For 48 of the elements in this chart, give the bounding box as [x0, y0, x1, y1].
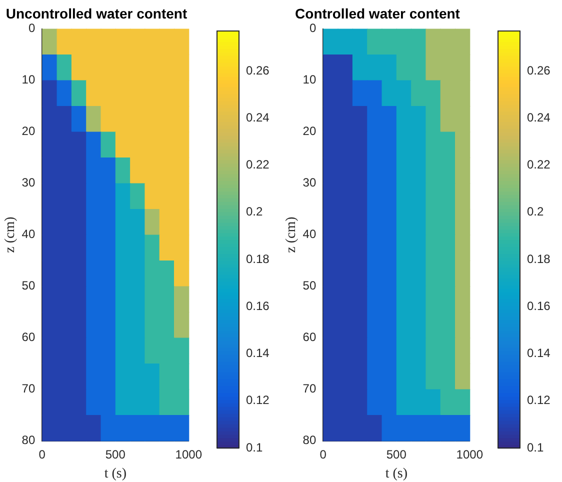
color-bar-label: 0.18 [246, 252, 270, 266]
y-axis-title: z (cm) [3, 216, 18, 253]
color-bar-label: 0.14 [246, 346, 270, 360]
color-bar-label: 0.14 [527, 346, 551, 360]
y-tick-label: 70 [302, 382, 316, 396]
y-tick-label: 80 [22, 433, 36, 448]
x-tick-label: 1000 [175, 447, 202, 462]
x-tick-label: 500 [386, 447, 407, 462]
color-bar-label: 0.16 [527, 298, 551, 313]
color-bar-label: 0.26 [527, 63, 551, 78]
y-tick-label: 40 [302, 227, 316, 242]
color-bar-label: 0.24 [527, 110, 551, 124]
y-tick-label: 60 [302, 330, 316, 344]
color-bar-label: 0.26 [246, 63, 270, 78]
y-tick-label: 20 [302, 124, 316, 138]
y-tick-label: 50 [302, 278, 316, 293]
color-bar-label: 0.1 [527, 440, 544, 454]
color-bar-label: 0.12 [527, 393, 551, 408]
y-tick-label: 20 [22, 124, 36, 138]
y-tick-label: 50 [22, 278, 36, 293]
color-bar-label: 0.22 [527, 158, 551, 172]
color-bar-label: 0.22 [246, 158, 270, 172]
x-tick-label: 0 [38, 447, 46, 462]
y-tick-label: 60 [22, 330, 36, 344]
color-bar-label: 0.2 [527, 204, 544, 219]
y-tick-label: 40 [22, 227, 36, 242]
y-tick-label: 10 [302, 72, 316, 87]
y-tick-label: 0 [309, 21, 316, 36]
color-bar-label: 0.1 [246, 440, 264, 454]
chart-title: Controlled water content [295, 5, 460, 22]
color-bar-label: 0.24 [246, 110, 270, 124]
y-tick-label: 10 [22, 72, 36, 87]
y-tick-label: 0 [28, 21, 36, 36]
color-bar-label: 0.16 [246, 298, 270, 313]
color-bar-label: 0.2 [246, 204, 264, 219]
x-tick-label: 500 [105, 447, 126, 462]
color-bar-label: 0.12 [246, 393, 270, 408]
y-tick-label: 30 [302, 176, 316, 190]
x-tick-label: 1000 [456, 447, 484, 462]
x-axis-title: t (s) [385, 466, 408, 482]
y-tick-label: 70 [22, 382, 36, 396]
x-tick-label: 0 [320, 447, 327, 462]
y-tick-label: 80 [302, 433, 316, 448]
chart-title: Uncontrolled water content [6, 5, 188, 22]
y-tick-label: 30 [22, 176, 36, 190]
color-bar-label: 0.18 [527, 252, 551, 266]
x-axis-title: t (s) [104, 466, 127, 482]
y-axis-title: z (cm) [284, 216, 300, 253]
